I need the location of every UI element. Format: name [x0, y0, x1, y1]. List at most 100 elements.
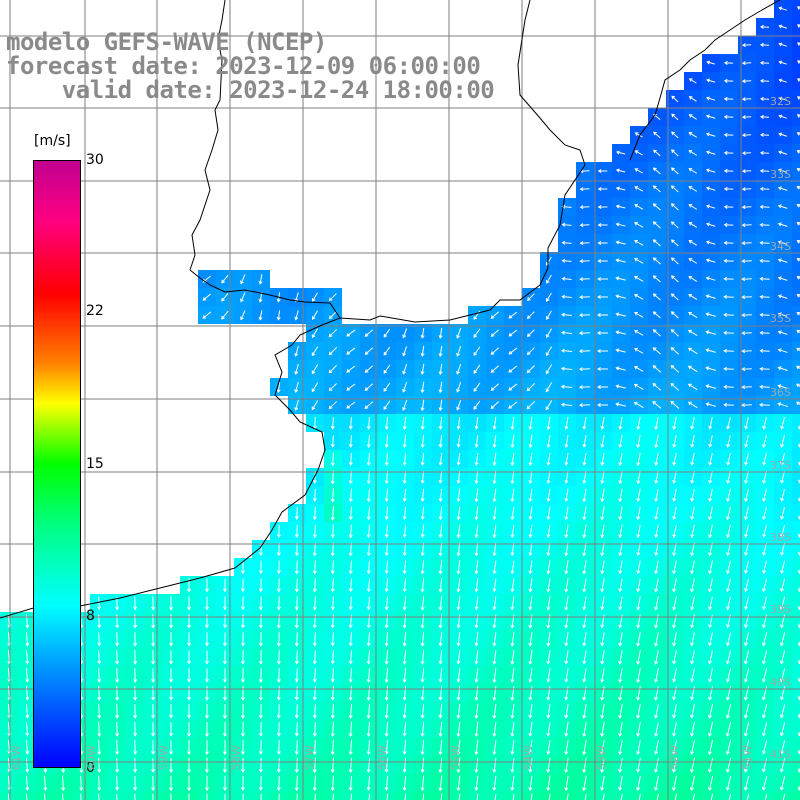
speed-cell: [792, 486, 800, 504]
wind-arrow: [403, 596, 407, 610]
wind-arrow-head: [723, 240, 728, 245]
wind-arrow: [565, 775, 569, 791]
wind-arrow: [565, 596, 569, 610]
wind-arrow: [7, 793, 10, 800]
wind-arrow-head: [456, 751, 461, 756]
wind-arrow-head: [597, 204, 602, 210]
wind-arrow-head: [796, 383, 800, 388]
wind-arrow: [601, 470, 605, 484]
wind-arrow-head: [761, 678, 766, 683]
wind-arrow: [634, 258, 644, 264]
map-title: modelo GEFS-WAVE (NCEP) forecast date: 2…: [6, 30, 495, 102]
wind-arrow-head: [133, 697, 138, 701]
wind-arrow-head: [25, 769, 30, 773]
wind-arrow: [403, 506, 407, 520]
wind-arrow: [546, 274, 552, 284]
wind-arrow-head: [600, 443, 605, 448]
wind-arrow: [547, 704, 551, 718]
wind-arrow-head: [688, 78, 693, 82]
wind-arrow-head: [420, 426, 425, 430]
wind-arrow-head: [384, 588, 389, 593]
wind-arrow: [797, 114, 800, 117]
wind-arrow: [62, 775, 64, 791]
wind-arrow-head: [652, 293, 657, 297]
wind-arrow: [25, 793, 28, 800]
wind-arrow: [637, 452, 641, 466]
wind-arrow-head: [615, 222, 620, 227]
wind-arrow: [439, 506, 443, 520]
wind-arrow: [634, 330, 644, 336]
wind-arrow: [368, 632, 370, 646]
wind-arrow: [457, 488, 461, 502]
wind-arrow: [421, 722, 425, 736]
wind-arrow-head: [636, 714, 641, 719]
wind-arrow-head: [743, 714, 748, 719]
wind-arrow-head: [526, 405, 531, 410]
wind-arrow-head: [725, 768, 730, 773]
wind-arrow: [671, 311, 679, 319]
wind-arrow: [439, 453, 443, 465]
wind-arrow-head: [133, 787, 138, 791]
wind-arrow: [797, 96, 800, 99]
wind-arrow: [296, 704, 298, 718]
speed-cell: [792, 144, 800, 162]
wind-arrow: [277, 381, 281, 393]
wind-arrow-head: [723, 258, 728, 263]
wind-arrow: [688, 204, 698, 210]
wind-arrow-head: [43, 787, 48, 792]
wind-arrow-head: [654, 552, 659, 557]
wind-arrow-head: [725, 786, 730, 791]
wind-arrow: [616, 169, 626, 173]
wind-arrow-head: [328, 351, 333, 356]
wind-arrow: [314, 668, 316, 682]
wind-arrow-head: [383, 351, 388, 356]
wind-arrow: [745, 452, 749, 466]
wind-arrow-head: [133, 769, 138, 773]
wind-arrow-head: [600, 624, 605, 629]
wind-arrow-head: [759, 402, 763, 407]
wind-arrow: [350, 417, 352, 429]
wind-arrow: [583, 470, 587, 484]
wind-arrow: [634, 294, 644, 300]
wind-arrow: [296, 740, 298, 754]
wind-arrow: [691, 470, 695, 484]
wind-arrow-head: [618, 462, 623, 467]
wind-arrow-head: [294, 787, 299, 792]
wind-arrow: [779, 97, 787, 101]
wind-arrow-head: [151, 696, 156, 701]
wind-arrow: [745, 506, 749, 520]
wind-arrow-head: [636, 462, 641, 467]
wind-arrow-head: [115, 679, 120, 683]
wind-arrow-head: [294, 732, 299, 737]
wind-arrow-head: [778, 132, 783, 137]
wind-arrow-head: [707, 751, 712, 755]
wind-arrow: [779, 7, 787, 11]
speed-cell: [792, 270, 800, 288]
wind-arrow: [561, 350, 573, 352]
wind-arrow-head: [777, 384, 782, 389]
wind-arrow-head: [294, 624, 299, 629]
wind-arrow-head: [741, 367, 746, 372]
wind-arrow-head: [420, 334, 425, 339]
wind-arrow-head: [384, 498, 389, 503]
wind-arrow-head: [133, 733, 138, 737]
wind-arrow: [762, 650, 768, 664]
wind-arrow: [439, 775, 443, 791]
wind-arrow-head: [546, 588, 551, 593]
wind-arrow-head: [546, 480, 551, 484]
wind-arrow-head: [779, 732, 784, 737]
wind-arrow: [529, 524, 533, 538]
wind-arrow: [475, 596, 479, 610]
wind-arrow: [655, 560, 659, 574]
wind-arrow: [530, 793, 533, 800]
wind-arrow-head: [473, 406, 478, 410]
wind-arrow: [529, 757, 533, 773]
wind-arrow: [762, 722, 768, 736]
wind-arrow: [385, 596, 389, 610]
wind-arrow-head: [420, 678, 425, 683]
wind-arrow: [98, 686, 100, 700]
wind-arrow: [7, 740, 11, 754]
wind-arrow-head: [561, 312, 566, 317]
wind-arrow-head: [707, 787, 712, 792]
wind-arrow-head: [510, 480, 515, 485]
